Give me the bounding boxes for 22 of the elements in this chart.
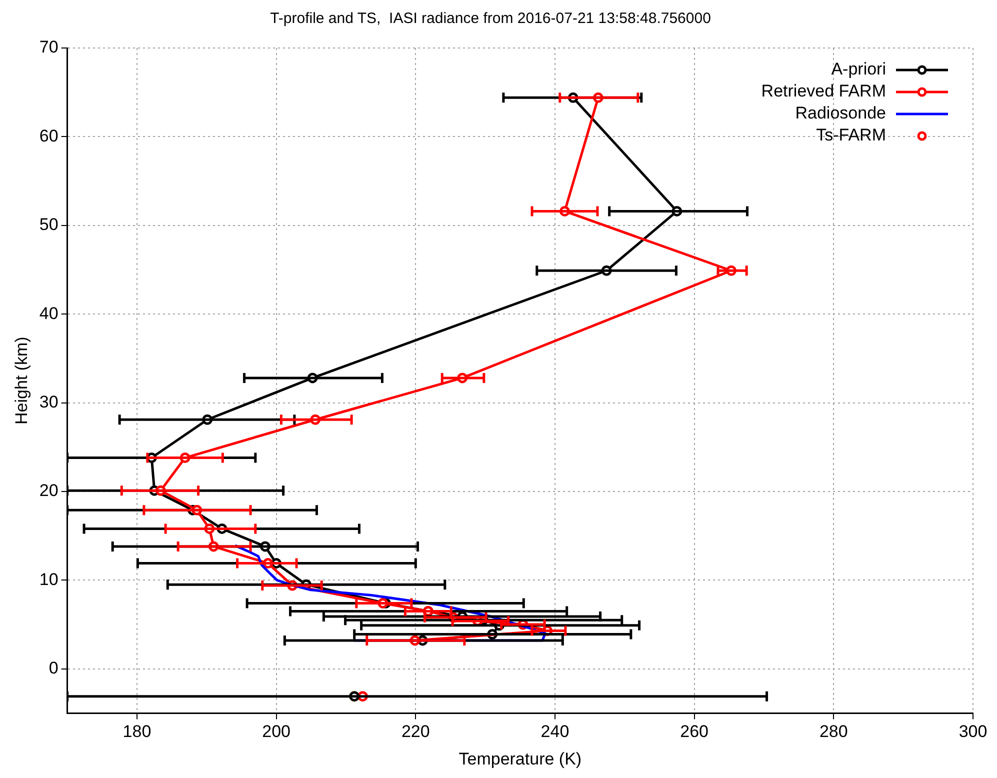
y-tick-label: 30 — [39, 392, 58, 412]
x-tick-label: 260 — [680, 722, 709, 742]
legend-label: A-priori — [831, 60, 886, 79]
x-axis-title: Temperature (K) — [458, 749, 582, 768]
y-axis-title: Height (km) — [12, 336, 31, 425]
y-tick-label: 70 — [39, 38, 58, 57]
legend-label: Radiosonde — [795, 104, 886, 123]
y-tick-label: 50 — [39, 215, 58, 234]
y-tick-label: 0 — [48, 658, 58, 678]
y-tick-label: 60 — [39, 126, 58, 146]
legend-label: Ts-FARM — [816, 126, 886, 145]
x-tick-label: 200 — [262, 722, 290, 742]
y-tick-label: 20 — [39, 481, 58, 500]
x-tick-label: 240 — [540, 722, 570, 742]
x-tick-label: 280 — [819, 722, 848, 742]
y-tick-label: 40 — [39, 304, 58, 323]
x-tick-label: 220 — [401, 722, 430, 742]
x-tick-label: 300 — [958, 722, 988, 742]
chart-title: T-profile and TS, IASI radiance from 2016-07-21 13:58:48.756000 — [270, 10, 711, 28]
legend-label: Retrieved FARM — [761, 82, 886, 101]
y-tick-label: 10 — [39, 570, 58, 589]
x-tick-label: 180 — [122, 722, 152, 742]
